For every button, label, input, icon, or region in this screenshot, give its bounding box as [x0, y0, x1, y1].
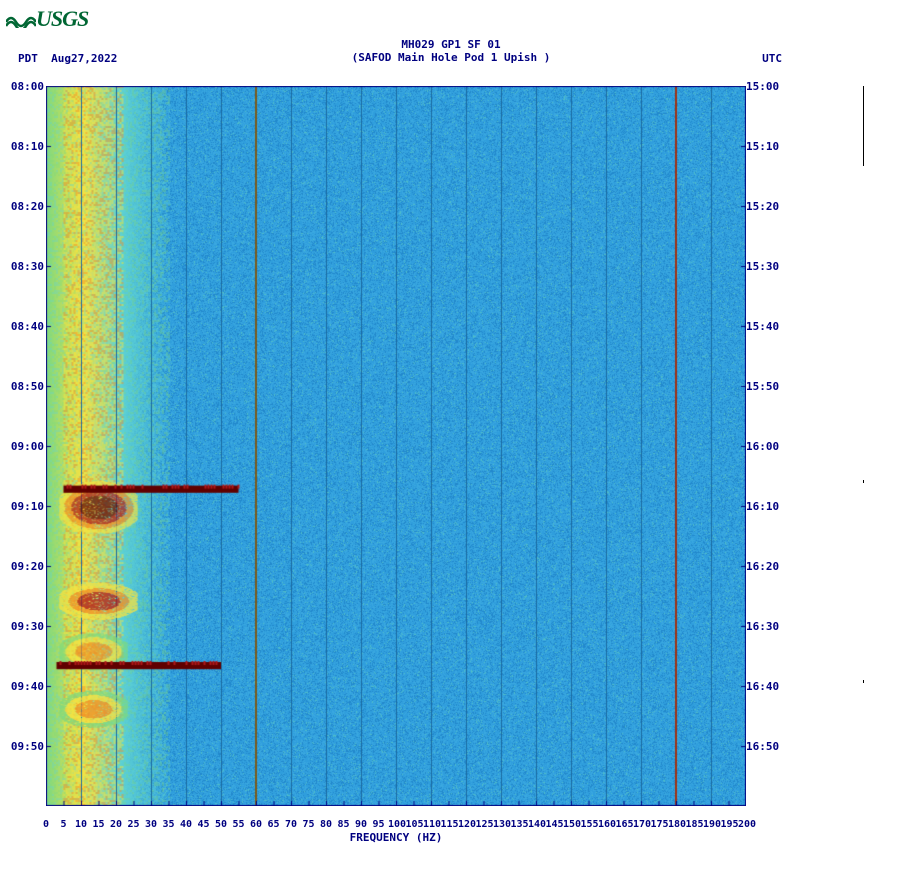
y-right-tick: 16:20: [746, 560, 796, 573]
usgs-text: USGS: [36, 6, 88, 31]
x-tick: 10: [73, 819, 89, 830]
y-left-tick: 09:30: [2, 620, 44, 633]
x-tick: 30: [143, 819, 159, 830]
x-tick: 0: [38, 819, 54, 830]
x-tick: 40: [178, 819, 194, 830]
y-right-tick: 15:10: [746, 140, 796, 153]
x-tick: 175: [651, 819, 667, 830]
y-left-tick: 09:40: [2, 680, 44, 693]
x-tick: 110: [423, 819, 439, 830]
usgs-wave-icon: [6, 10, 36, 28]
x-tick: 45: [196, 819, 212, 830]
spectrogram-canvas: [46, 86, 746, 806]
x-tick: 200: [738, 819, 754, 830]
x-tick: 5: [56, 819, 72, 830]
y-left-tick: 08:10: [2, 140, 44, 153]
x-tick: 120: [458, 819, 474, 830]
pdt-tz: PDT: [18, 52, 38, 65]
usgs-logo: USGS: [6, 6, 88, 32]
y-right-tick: 15:40: [746, 320, 796, 333]
y-right-tick: 16:00: [746, 440, 796, 453]
x-tick: 170: [633, 819, 649, 830]
x-tick: 195: [721, 819, 737, 830]
y-right-tick: 16:40: [746, 680, 796, 693]
x-tick: 85: [336, 819, 352, 830]
y-left-tick: 09:50: [2, 740, 44, 753]
x-tick: 80: [318, 819, 334, 830]
x-tick: 15: [91, 819, 107, 830]
y-left-tick: 08:50: [2, 380, 44, 393]
x-tick: 20: [108, 819, 124, 830]
y-left-tick: 09:20: [2, 560, 44, 573]
pdt-date: Aug27,2022: [51, 52, 117, 65]
x-tick: 60: [248, 819, 264, 830]
x-tick: 165: [616, 819, 632, 830]
side-marker-bot: [863, 680, 864, 683]
x-tick: 100: [388, 819, 404, 830]
y-right-tick: 15:00: [746, 80, 796, 93]
y-left-tick: 09:00: [2, 440, 44, 453]
y-left-tick: 08:40: [2, 320, 44, 333]
x-tick: 160: [598, 819, 614, 830]
x-tick: 155: [581, 819, 597, 830]
spectrogram-plot: [46, 86, 746, 806]
x-tick: 75: [301, 819, 317, 830]
x-tick: 105: [406, 819, 422, 830]
x-tick: 55: [231, 819, 247, 830]
x-tick: 35: [161, 819, 177, 830]
x-tick: 135: [511, 819, 527, 830]
x-tick: 90: [353, 819, 369, 830]
x-tick: 190: [703, 819, 719, 830]
y-left-tick: 08:00: [2, 80, 44, 93]
y-right-tick: 16:10: [746, 500, 796, 513]
utc-label: UTC: [762, 52, 782, 65]
x-tick: 145: [546, 819, 562, 830]
side-marker-top: [863, 86, 864, 166]
y-left-tick: 08:20: [2, 200, 44, 213]
y-left-tick: 09:10: [2, 500, 44, 513]
x-tick: 125: [476, 819, 492, 830]
x-tick: 185: [686, 819, 702, 830]
pdt-label: PDT Aug27,2022: [18, 52, 117, 65]
y-left-tick: 08:30: [2, 260, 44, 273]
title-line-1: MH029 GP1 SF 01: [0, 38, 902, 51]
side-marker-mid: [863, 480, 864, 483]
x-tick: 115: [441, 819, 457, 830]
x-axis-label: FREQUENCY (HZ): [0, 831, 792, 844]
y-right-tick: 16:30: [746, 620, 796, 633]
x-tick: 140: [528, 819, 544, 830]
y-right-tick: 15:50: [746, 380, 796, 393]
y-right-tick: 15:30: [746, 260, 796, 273]
y-right-tick: 16:50: [746, 740, 796, 753]
y-right-tick: 15:20: [746, 200, 796, 213]
x-tick: 50: [213, 819, 229, 830]
x-tick: 180: [668, 819, 684, 830]
x-tick: 130: [493, 819, 509, 830]
x-tick: 65: [266, 819, 282, 830]
x-tick: 25: [126, 819, 142, 830]
x-tick: 150: [563, 819, 579, 830]
x-tick: 70: [283, 819, 299, 830]
x-tick: 95: [371, 819, 387, 830]
